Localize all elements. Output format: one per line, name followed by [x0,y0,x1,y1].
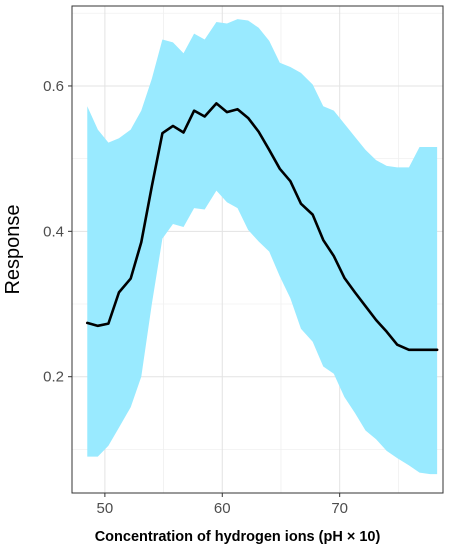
confidence-band-layer [87,19,438,475]
confidence-band [87,19,438,475]
y-tick-label: 0.2 [43,369,64,386]
x-tick-label: 70 [331,500,348,517]
y-axis-title: Response [2,204,24,294]
y-tick-label: 0.6 [43,78,64,95]
x-axis-title: Concentration of hydrogen ions (pH × 10) [95,529,381,545]
panel-border [71,5,444,494]
x-tick-label: 60 [214,500,231,517]
series-line-layer [85,102,439,352]
x-axis-ticks: 50 60 70 [97,493,348,517]
y-axis-ticks: 0.2 0.4 0.6 [43,78,72,386]
y-tick-label: 0.4 [43,223,64,240]
series-line [85,102,439,352]
x-tick-label: 50 [97,500,114,517]
